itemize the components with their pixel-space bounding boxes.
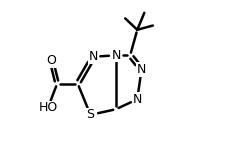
Text: N: N — [136, 63, 146, 76]
Text: S: S — [86, 108, 94, 121]
Text: N: N — [132, 93, 141, 106]
Text: N: N — [88, 50, 97, 63]
Text: O: O — [46, 54, 56, 68]
Text: N: N — [111, 49, 120, 62]
Text: HO: HO — [38, 101, 57, 114]
